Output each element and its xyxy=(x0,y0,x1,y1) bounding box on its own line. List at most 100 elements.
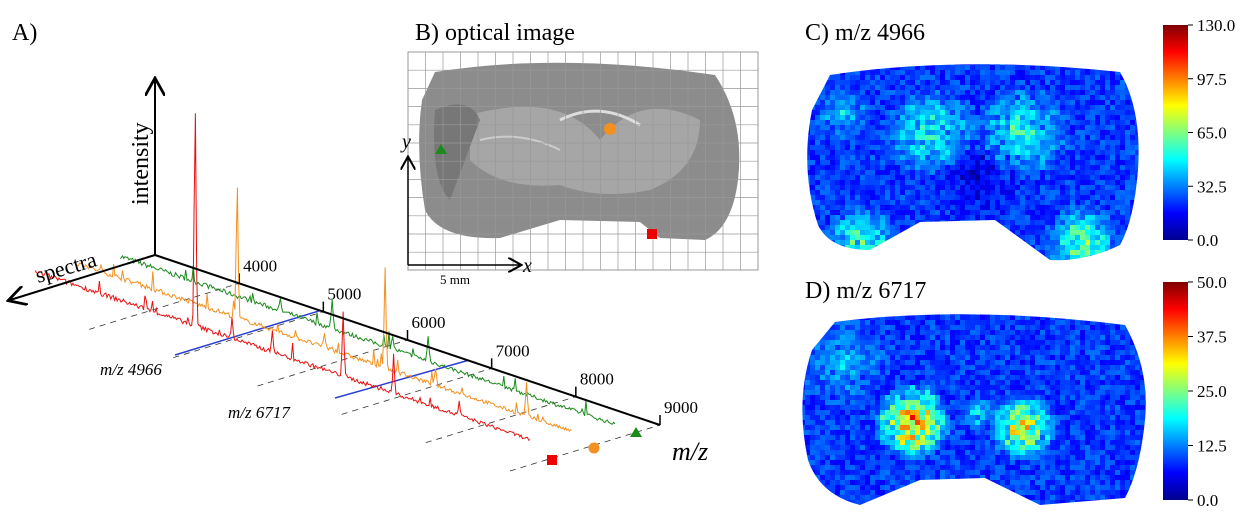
pixel xyxy=(990,440,995,445)
pixel xyxy=(1100,430,1105,435)
pixel xyxy=(1085,150,1090,155)
pixel xyxy=(1050,125,1055,130)
pixel xyxy=(810,370,815,375)
pixel xyxy=(885,335,890,340)
pixel xyxy=(1105,155,1110,160)
pixel xyxy=(845,255,850,260)
pixel xyxy=(1110,60,1115,65)
pixel xyxy=(815,105,820,110)
pixel xyxy=(865,430,870,435)
pixel xyxy=(805,185,810,190)
pixel xyxy=(830,215,835,220)
pixel xyxy=(995,95,1000,100)
pixel xyxy=(1060,410,1065,415)
pixel xyxy=(855,100,860,105)
pixel xyxy=(1030,330,1035,335)
pixel xyxy=(1025,350,1030,355)
pixel xyxy=(1105,70,1110,75)
pixel xyxy=(865,145,870,150)
pixel xyxy=(805,380,810,385)
pixel xyxy=(1100,100,1105,105)
pixel xyxy=(1125,315,1130,320)
pixel xyxy=(1040,355,1045,360)
pixel xyxy=(1095,170,1100,175)
pixel xyxy=(935,80,940,85)
pixel xyxy=(1075,165,1080,170)
pixel xyxy=(975,405,980,410)
pixel xyxy=(920,125,925,130)
pixel xyxy=(995,85,1000,90)
pixel xyxy=(960,250,965,255)
pixel xyxy=(985,415,990,420)
pixel xyxy=(1130,415,1135,420)
pixel xyxy=(960,355,965,360)
pixel xyxy=(1120,235,1125,240)
pixel xyxy=(1085,90,1090,95)
pixel xyxy=(1090,195,1095,200)
pixel xyxy=(935,320,940,325)
pixel xyxy=(960,360,965,365)
pixel xyxy=(865,350,870,355)
pixel xyxy=(915,135,920,140)
pixel xyxy=(1055,100,1060,105)
pixel xyxy=(1040,200,1045,205)
pixel xyxy=(1020,365,1025,370)
pixel xyxy=(910,100,915,105)
pixel xyxy=(1050,380,1055,385)
pixel xyxy=(1075,355,1080,360)
pixel xyxy=(955,120,960,125)
pixel xyxy=(860,390,865,395)
pixel xyxy=(935,355,940,360)
pixel xyxy=(1050,175,1055,180)
pixel xyxy=(805,60,810,65)
pixel xyxy=(1030,240,1035,245)
pixel xyxy=(815,340,820,345)
pixel xyxy=(1005,55,1010,60)
pixel xyxy=(1005,175,1010,180)
pixel xyxy=(985,260,990,265)
pixel xyxy=(805,390,810,395)
pixel xyxy=(990,430,995,435)
pixel xyxy=(850,355,855,360)
pixel xyxy=(865,425,870,430)
pixel xyxy=(975,370,980,375)
pixel xyxy=(1005,240,1010,245)
pixel xyxy=(810,100,815,105)
pixel xyxy=(950,185,955,190)
pixel xyxy=(1065,320,1070,325)
pixel xyxy=(1100,110,1105,115)
pixel xyxy=(965,130,970,135)
pixel xyxy=(1060,215,1065,220)
pixel xyxy=(805,355,810,360)
pixel xyxy=(825,195,830,200)
pixel xyxy=(955,75,960,80)
pixel xyxy=(1035,305,1040,310)
pixel xyxy=(1120,410,1125,415)
pixel xyxy=(1080,365,1085,370)
pixel xyxy=(990,305,995,310)
pixel xyxy=(970,140,975,145)
pixel xyxy=(830,135,835,140)
pixel xyxy=(940,260,945,265)
pixel xyxy=(1115,215,1120,220)
pixel xyxy=(860,405,865,410)
pixel xyxy=(950,195,955,200)
pixel xyxy=(955,115,960,120)
pixel xyxy=(905,425,910,430)
pixel xyxy=(915,150,920,155)
pixel xyxy=(935,370,940,375)
pixel xyxy=(950,240,955,245)
pixel xyxy=(830,220,835,225)
pixel xyxy=(1045,390,1050,395)
pixel xyxy=(1105,205,1110,210)
pixel xyxy=(915,230,920,235)
pixel xyxy=(1065,325,1070,330)
pixel xyxy=(835,365,840,370)
pixel xyxy=(940,390,945,395)
pixel xyxy=(1035,435,1040,440)
pixel xyxy=(1125,420,1130,425)
pixel xyxy=(955,105,960,110)
pixel xyxy=(1090,200,1095,205)
pixel xyxy=(1015,380,1020,385)
pixel xyxy=(1000,230,1005,235)
